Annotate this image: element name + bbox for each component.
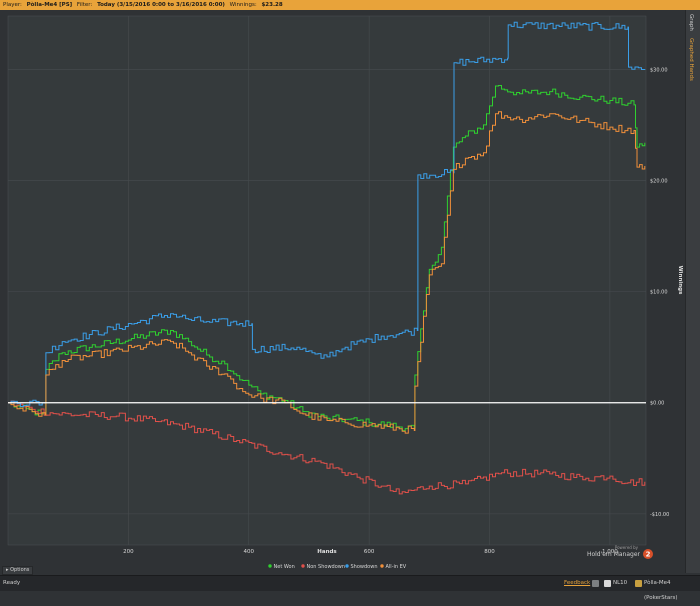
x-axis-label: Hands [317, 549, 337, 555]
options-label: Options [10, 567, 30, 573]
brand-logo-icon [643, 549, 653, 559]
brand-badge: 2 [646, 551, 651, 559]
series-line-showdown [8, 21, 646, 407]
x-tick-label: 600 [364, 549, 375, 555]
player-site-label[interactable]: Pòlla-Me4 (PokerStars) [644, 580, 678, 601]
y-axis-label: Winnings [677, 266, 683, 296]
series-line-non-showdown [8, 400, 646, 495]
x-tick-labels: 200 400 600 800 1,000 [123, 549, 618, 555]
tab-graph[interactable]: Graph [688, 14, 694, 31]
x-tick-label: 1,000 [602, 549, 618, 555]
y-tick-labels: -$10.00 $0.00 $10.00 $20.00 $30.00 [650, 67, 669, 518]
series-lines [8, 21, 646, 495]
y-tick-label: $30.00 [650, 67, 668, 73]
stake-icon [604, 580, 611, 587]
y-tick-label: $0.00 [650, 401, 664, 407]
legend: Net Won Non Showdown Showdown All-in EV [268, 564, 407, 570]
winnings-value: $23.28 [261, 2, 283, 8]
tab-graphed-hands[interactable]: Graphed Hands [688, 38, 694, 81]
filter-label: Filter: [76, 2, 93, 8]
series-line-all-in-ev [8, 111, 646, 434]
options-button[interactable]: ▸ Options [2, 566, 34, 575]
status-bar: Ready Feedback NL10 Pòlla-Me4 (PokerStar… [0, 575, 700, 601]
stake-label: NL10 [613, 580, 628, 586]
graph-panel: -$10.00 $0.00 $10.00 $20.00 $30.00 200 400 600… [0, 10, 685, 573]
legend-marker-showdown [345, 564, 349, 568]
legend-marker-all-in-ev [380, 564, 384, 568]
right-sidebar: Graph Graphed Hands [685, 10, 700, 573]
feedback-link[interactable]: Feedback [564, 580, 591, 586]
y-tick-label: -$10.00 [650, 512, 669, 518]
winnings-label: Winnings: [229, 2, 257, 8]
brand-name: Hold'em Manager [587, 551, 641, 558]
legend-label-all-in-ev[interactable]: All-in EV [386, 564, 407, 570]
powered-by-text: Powered by [615, 545, 639, 550]
legend-label-net-won[interactable]: Net Won [274, 564, 295, 570]
filter-value[interactable]: Today (3/15/2016 0:00 to 3/16/2016 0:00) [97, 2, 225, 8]
grid-lines-x [128, 16, 611, 545]
legend-label-non-showdown[interactable]: Non Showdown [307, 564, 346, 570]
x-tick-label: 200 [123, 549, 134, 555]
series-line-net-won [8, 85, 646, 432]
title-bar: Player: Pòlla-Me4 [PS] Filter: Today (3/… [0, 0, 700, 10]
x-tick-label: 800 [484, 549, 495, 555]
legend-marker-non-showdown [301, 564, 305, 568]
winnings-chart: -$10.00 $0.00 $10.00 $20.00 $30.00 200 400 600… [7, 15, 683, 570]
player-label: Player: [3, 2, 22, 8]
chevron-icon: ▸ [6, 567, 9, 573]
legend-label-showdown[interactable]: Showdown [351, 564, 378, 570]
x-tick-label: 400 [244, 549, 255, 555]
legend-marker-net-won [268, 564, 272, 568]
player-icon [635, 580, 642, 587]
plot-area [7, 15, 647, 546]
y-tick-label: $10.00 [650, 290, 668, 296]
player-name[interactable]: Pòlla-Me4 [PS] [26, 2, 73, 8]
y-tick-label: $20.00 [650, 178, 668, 184]
settings-icon[interactable] [592, 580, 599, 587]
status-text: Ready [3, 580, 21, 586]
